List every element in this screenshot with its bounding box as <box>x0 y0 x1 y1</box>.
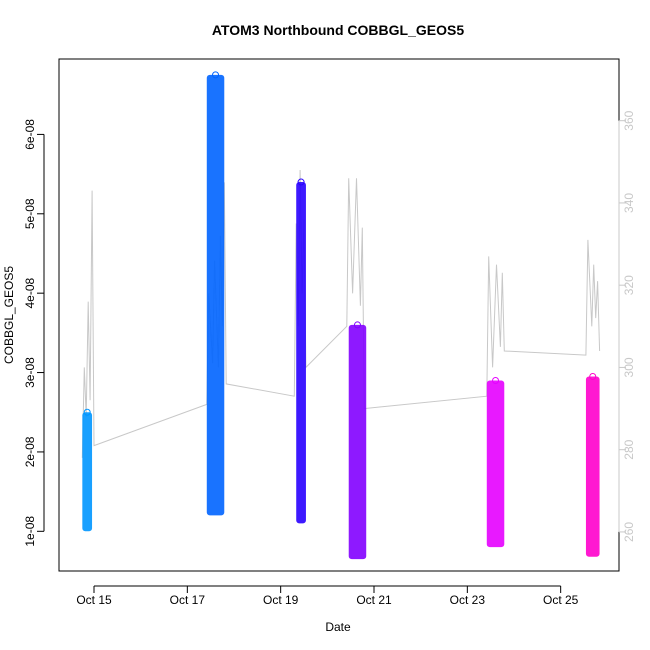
segment-2-max-point <box>212 71 220 79</box>
x-tick-label: Oct 23 <box>450 593 486 607</box>
y-tick-label: 4e-08 <box>23 278 37 309</box>
segment-1-points <box>82 412 93 532</box>
y2-tick-label: 340 <box>622 193 636 213</box>
segment-5-points <box>486 380 505 548</box>
y-tick-label: 5e-08 <box>23 198 37 229</box>
secondary-series <box>81 169 601 458</box>
segment-4 <box>348 321 367 560</box>
y2-tick-label: 360 <box>622 110 636 130</box>
y-tick-label: 3e-08 <box>23 357 37 388</box>
y2-tick-label: 300 <box>622 357 636 377</box>
x-tick-label: Oct 21 <box>356 593 392 607</box>
segment-1 <box>82 408 93 532</box>
segment-6-points <box>585 376 600 557</box>
segment-3-max-point <box>297 178 305 186</box>
segment-5-max-point <box>492 376 500 384</box>
y-tick-label: 6e-08 <box>23 119 37 150</box>
y2-tick-label: 280 <box>622 439 636 459</box>
secondary-series-line <box>81 169 601 458</box>
segment-5 <box>486 376 505 548</box>
y-axis-label: COBBGL_GEOS5 <box>2 266 16 364</box>
x-tick-label: Oct 15 <box>76 593 112 607</box>
segment-6-max-point <box>589 373 597 381</box>
x-tick-label: Oct 17 <box>170 593 206 607</box>
y-tick-label: 2e-08 <box>23 436 37 467</box>
plot-frame <box>58 58 620 572</box>
x-tick-label: Oct 19 <box>263 593 299 607</box>
segment-3-points <box>296 182 306 524</box>
y2-axis: 260 280 300 320 340 360 <box>618 110 636 542</box>
segment-2 <box>206 71 225 516</box>
x-axis: Oct 15 Oct 17 Oct 19 Oct 21 Oct 23 Oct 25 <box>76 585 579 607</box>
y2-tick-label: 320 <box>622 275 636 295</box>
segment-3 <box>296 178 306 524</box>
y-axis: 1e-08 2e-08 3e-08 4e-08 5e-08 6e-08 <box>23 119 45 547</box>
chart-title: ATOM3 Northbound COBBGL_GEOS5 <box>212 22 464 38</box>
segment-6 <box>585 373 600 557</box>
x-axis-label: Date <box>325 620 351 634</box>
x-tick-label: Oct 25 <box>543 593 579 607</box>
y2-tick-label: 260 <box>622 522 636 542</box>
segment-4-points <box>348 324 367 560</box>
data-points <box>82 71 600 560</box>
segment-1-max-point <box>83 408 91 416</box>
segment-2-points <box>206 74 225 516</box>
segment-4-max-point <box>353 321 361 329</box>
y-tick-label: 1e-08 <box>23 516 37 547</box>
